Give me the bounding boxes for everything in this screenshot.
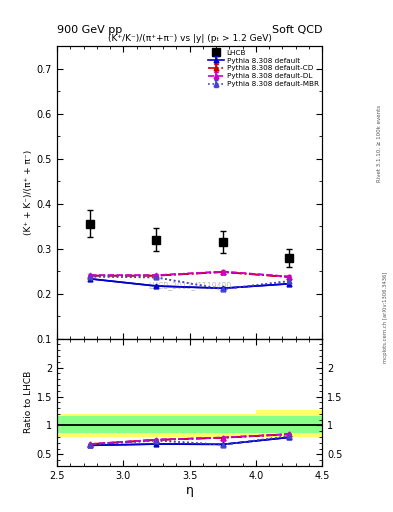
Bar xyxy=(256,410,322,437)
X-axis label: η: η xyxy=(185,483,194,497)
Bar xyxy=(57,414,130,437)
Legend: LHCB, Pythia 8.308 default, Pythia 8.308 default-CD, Pythia 8.308 default-DL, Py: LHCB, Pythia 8.308 default, Pythia 8.308… xyxy=(206,48,320,89)
Bar xyxy=(130,414,256,437)
Text: Soft QCD: Soft QCD xyxy=(272,25,322,35)
Text: mcplots.cern.ch [arXiv:1306.3436]: mcplots.cern.ch [arXiv:1306.3436] xyxy=(383,272,387,363)
Title: (K⁺/K⁻)/(π⁺+π⁻) vs |y| (pₜ > 1.2 GeV): (K⁺/K⁻)/(π⁺+π⁻) vs |y| (pₜ > 1.2 GeV) xyxy=(108,33,272,42)
Text: LHCB_2012_I1119400: LHCB_2012_I1119400 xyxy=(148,282,231,290)
Y-axis label: Ratio to LHCB: Ratio to LHCB xyxy=(24,371,33,434)
Y-axis label: (K⁺ + K⁻)/(π⁺ + π⁻): (K⁺ + K⁻)/(π⁺ + π⁻) xyxy=(24,150,33,235)
Text: 900 GeV pp: 900 GeV pp xyxy=(57,25,122,35)
Text: Rivet 3.1.10, ≥ 100k events: Rivet 3.1.10, ≥ 100k events xyxy=(377,105,382,182)
Bar xyxy=(57,416,322,433)
